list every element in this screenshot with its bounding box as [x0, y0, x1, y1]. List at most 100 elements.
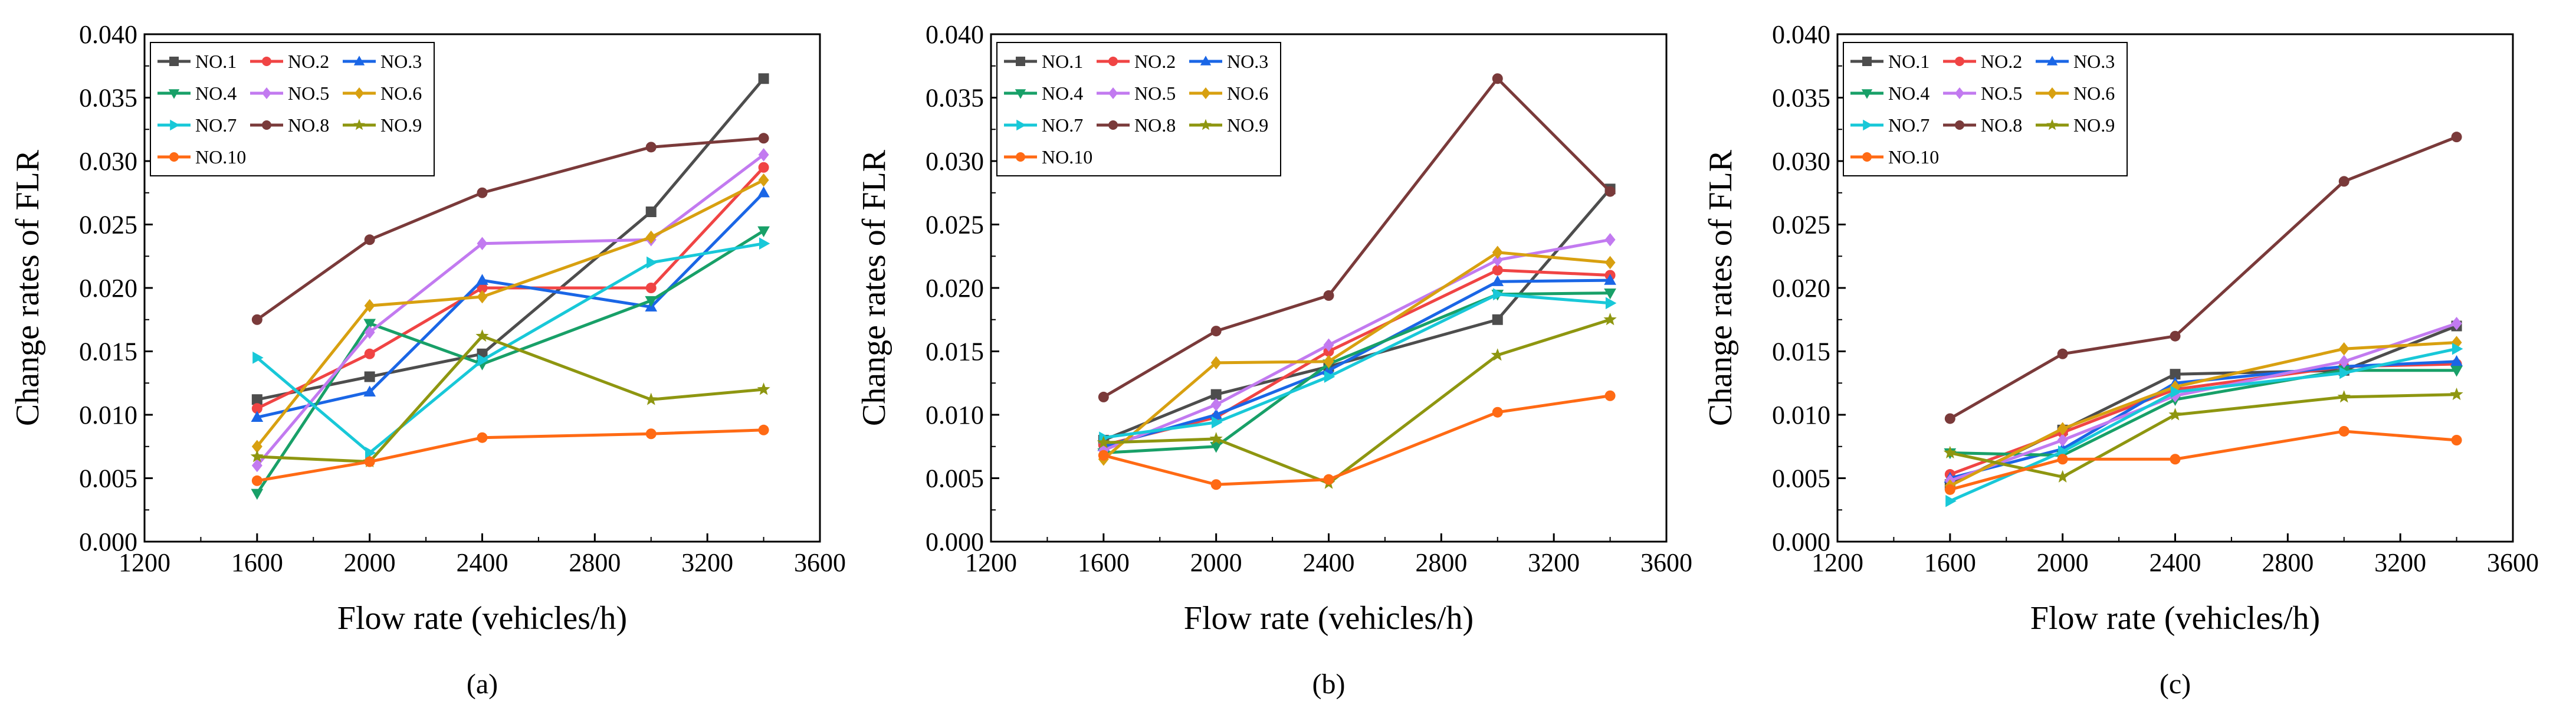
data-point [251, 411, 264, 422]
data-point [251, 475, 262, 486]
panel-label: (c) [2160, 668, 2191, 700]
data-point [363, 319, 376, 330]
y-tick-label: 0.035 [1772, 84, 1830, 113]
legend-label: NO.10 [1042, 146, 1092, 168]
data-point [1492, 264, 1503, 276]
series-line [1102, 188, 1612, 442]
data-point [1210, 398, 1222, 412]
data-point [758, 173, 769, 187]
data-point [1604, 288, 1616, 300]
data-point [1604, 255, 1616, 270]
x-tick-label: 2000 [344, 548, 396, 577]
legend-label: NO.4 [1042, 83, 1083, 104]
legend-item: NO.8 [250, 114, 329, 136]
data-point [477, 237, 488, 250]
series-no-10 [1944, 425, 2462, 495]
panel-label: (a) [467, 668, 498, 700]
x-tick-label: 3600 [1640, 548, 1692, 577]
legend-label: NO.4 [195, 83, 237, 104]
y-tick-label: 0.040 [926, 20, 984, 49]
legend-label: NO.10 [195, 146, 246, 168]
data-point [1210, 479, 1222, 490]
legend-label: NO.9 [2073, 114, 2115, 136]
data-point [1098, 450, 1109, 461]
y-tick-label: 0.040 [1772, 20, 1830, 49]
series-line [1103, 291, 1610, 454]
y-tick-label: 0.025 [79, 211, 137, 240]
legend-item: NO.10 [1850, 146, 1939, 168]
legend-swatch-marker [353, 119, 365, 130]
legend-label: NO.1 [1888, 51, 1929, 72]
legend-swatch-marker [1863, 119, 1873, 131]
y-tick-label: 0.035 [926, 84, 984, 113]
x-tick-label: 2000 [2037, 548, 2089, 577]
legend-item: NO.8 [1097, 114, 1176, 136]
series-line [1950, 393, 2457, 479]
legend-swatch-marker [2046, 55, 2058, 65]
legend: NO.1 NO.2 NO.3 NO.4 NO.5 NO.6 NO.7 NO.8 NO.9 NO.1… [996, 42, 1281, 176]
data-point [1323, 290, 1334, 301]
data-point [2451, 132, 2462, 143]
legend-swatch-marker [262, 57, 271, 66]
data-point [1605, 297, 1617, 310]
data-point [1492, 253, 1503, 267]
legend-item: NO.7 [1850, 114, 1929, 136]
x-tick-label: 1600 [1924, 548, 1976, 577]
data-point [2451, 316, 2462, 330]
legend-label: NO.8 [1981, 114, 2022, 136]
series-no-10 [1098, 390, 1616, 490]
y-tick-label: 0.010 [79, 401, 137, 430]
legend-swatch-marker [1016, 119, 1026, 131]
series-no-10 [251, 424, 769, 486]
legend-item: NO.10 [157, 146, 246, 168]
y-tick-label: 0.000 [926, 527, 984, 556]
y-axis-title: Change rates of FLR [1702, 149, 1739, 426]
data-point [477, 432, 488, 443]
data-point [364, 371, 375, 382]
data-point [477, 187, 488, 198]
data-point [1323, 474, 1334, 485]
data-point [476, 274, 488, 285]
legend-item: NO.4 [157, 83, 237, 104]
legend-item: NO.5 [250, 83, 329, 104]
data-point [2057, 454, 2068, 465]
y-axis-title: Change rates of FLR [856, 149, 892, 426]
legend-item: NO.10 [1004, 146, 1092, 168]
x-tick-label: 1600 [1078, 548, 1130, 577]
legend-label: NO.5 [1981, 83, 2022, 104]
x-tick-label: 2800 [2262, 548, 2314, 577]
data-point [1943, 445, 1957, 458]
legend-swatch-marker [1862, 57, 1872, 66]
legend-label: NO.3 [380, 51, 422, 72]
data-point [251, 458, 262, 473]
legend-item: NO.2 [250, 51, 329, 72]
legend-item: NO.6 [343, 83, 422, 104]
legend-swatch-marker [1862, 152, 1872, 162]
series-no-7 [1945, 342, 2463, 507]
legend-swatch-marker [262, 87, 271, 99]
legend-item: NO.5 [1943, 83, 2022, 104]
legend-item: NO.5 [1097, 83, 1176, 104]
x-tick-label: 1200 [119, 548, 170, 577]
legend-box [996, 42, 1281, 176]
series-no-8 [1098, 73, 1616, 402]
data-point [477, 283, 488, 293]
data-point [1604, 186, 1616, 197]
series-no-8 [1944, 132, 2462, 424]
legend-swatch-marker [355, 87, 364, 99]
data-point [645, 230, 657, 244]
data-point [1323, 355, 1334, 368]
legend-swatch-marker [1201, 87, 1210, 99]
legend-swatch-marker [1861, 89, 1873, 99]
data-point [1097, 435, 1110, 448]
data-point [758, 133, 769, 144]
legend-label: NO.7 [1042, 114, 1083, 136]
legend-label: NO.6 [1227, 83, 1268, 104]
data-point [1210, 326, 1222, 337]
series-line [1950, 360, 2457, 480]
legend-label: NO.1 [195, 51, 237, 72]
series-line [257, 428, 764, 483]
panel-label: (b) [1312, 668, 1346, 700]
chart-panel-3: 1200 1600 2000 2400 2800 3200 3600 0.000 0.005 0.… [1702, 20, 2539, 700]
legend-label: NO.10 [1888, 146, 1939, 168]
